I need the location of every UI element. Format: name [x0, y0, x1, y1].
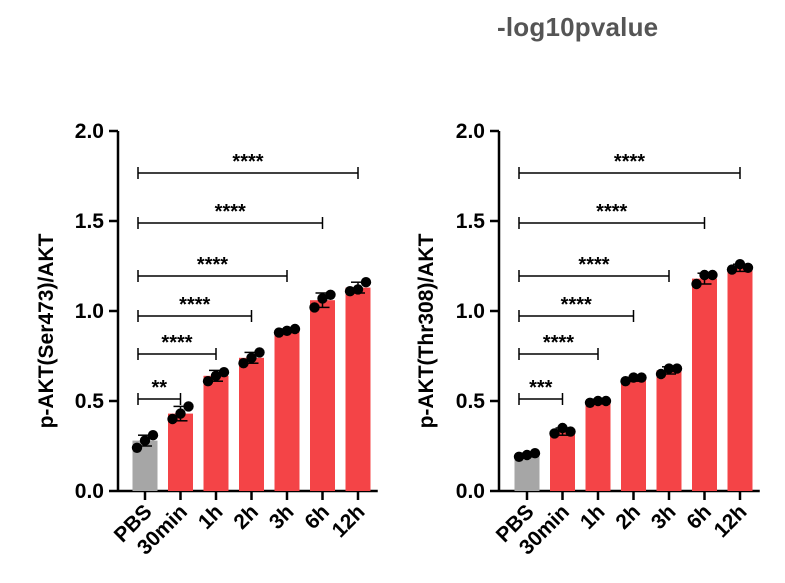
data-point [309, 302, 320, 313]
y-tick-label: 0.0 [456, 480, 485, 503]
data-point [592, 395, 604, 407]
bar [550, 431, 575, 491]
data-point [175, 408, 186, 419]
data-point [183, 401, 194, 412]
data-point [734, 259, 746, 270]
significance-label: **** [614, 151, 645, 173]
data-point [254, 347, 265, 358]
significance-label: **** [161, 332, 192, 354]
data-point [246, 352, 257, 363]
bar [621, 379, 646, 491]
data-point [529, 448, 541, 459]
y-axis-label: p-AKT(Thr308)/AKT [415, 233, 438, 428]
data-point [600, 395, 612, 407]
data-point [584, 397, 596, 408]
chart-panel-2: 0.00.51.01.52.0p-AKT(Thr308)/AKTPBS30min… [415, 120, 760, 559]
significance-label: **** [543, 332, 574, 354]
page-title: -log10pvalue [497, 12, 659, 42]
x-tick-label: 2h [229, 500, 263, 534]
x-tick-label: 6h [682, 500, 716, 534]
data-point [344, 286, 356, 297]
data-point [131, 442, 143, 453]
significance-label: **** [232, 151, 263, 173]
x-tick-label: 1h [576, 500, 610, 534]
y-tick-label: 1.5 [456, 210, 486, 233]
data-point [521, 449, 533, 461]
y-tick-label: 2.0 [456, 120, 485, 143]
bar [203, 375, 229, 491]
data-point [620, 376, 631, 387]
significance-label: **** [215, 201, 246, 223]
y-tick-label: 1.0 [456, 300, 485, 323]
y-tick-label: 2.0 [75, 120, 104, 143]
data-point [210, 370, 222, 381]
data-point [147, 430, 159, 441]
significance-label: **** [578, 254, 609, 276]
data-point [628, 372, 639, 383]
x-tick-label: 2h [611, 500, 645, 534]
y-tick-label: 1.5 [75, 210, 105, 233]
data-point [513, 451, 525, 462]
data-point [557, 422, 568, 434]
data-point [139, 435, 151, 446]
data-point [218, 367, 230, 378]
significance-label: **** [596, 201, 627, 223]
y-tick-label: 0.5 [75, 390, 105, 413]
significance-label: **** [179, 294, 210, 316]
data-point [317, 293, 328, 304]
data-point [655, 368, 667, 380]
data-point [202, 376, 214, 387]
data-point [273, 327, 285, 338]
x-tick-label: 3h [265, 500, 299, 534]
data-point [167, 413, 178, 425]
data-point [549, 428, 560, 439]
data-point [726, 264, 738, 275]
significance-label: ** [151, 377, 167, 399]
data-point [565, 426, 576, 437]
data-point [699, 269, 710, 281]
significance-label: **** [197, 254, 228, 276]
data-point [360, 277, 372, 288]
data-point [325, 289, 336, 300]
y-tick-label: 0.0 [75, 480, 104, 503]
chart-panel-1: 0.00.51.01.52.0p-AKT(Ser473)/AKTPBS30min… [35, 120, 378, 559]
x-tick-label: 6h [300, 500, 334, 534]
x-tick-label: 12h [710, 500, 752, 542]
data-point [289, 323, 301, 335]
bar [656, 370, 682, 491]
data-point [742, 262, 754, 273]
bar [692, 278, 717, 491]
data-point [663, 363, 675, 374]
data-point [281, 325, 293, 336]
bar [274, 330, 300, 491]
significance-label: **** [561, 294, 592, 316]
data-point [238, 358, 249, 369]
bar [345, 287, 371, 491]
data-point [691, 278, 702, 290]
bar [310, 300, 335, 491]
data-point [671, 363, 683, 374]
y-tick-label: 1.0 [75, 300, 104, 323]
bar [585, 401, 611, 491]
y-tick-label: 0.5 [456, 390, 486, 413]
data-point [352, 284, 364, 295]
x-tick-label: 3h [647, 500, 681, 534]
data-point [707, 269, 718, 281]
y-axis-label: p-AKT(Ser473)/AKT [35, 233, 58, 428]
x-tick-label: 1h [194, 500, 228, 534]
x-tick-label: 12h [328, 500, 370, 542]
bar [727, 267, 753, 491]
bar [239, 357, 264, 491]
data-point [636, 372, 647, 383]
significance-label: *** [529, 377, 553, 399]
bar [168, 413, 193, 491]
